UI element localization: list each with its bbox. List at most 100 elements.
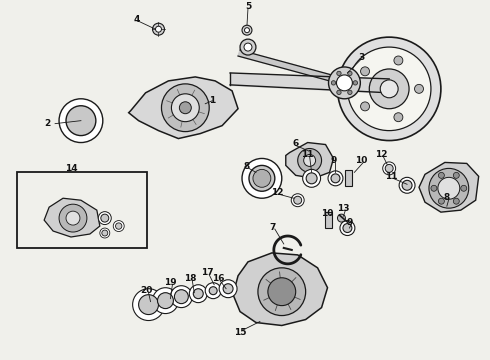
Circle shape [268,278,295,306]
Circle shape [340,221,355,235]
Circle shape [249,165,275,191]
Bar [324,212,332,228]
Circle shape [361,102,369,111]
Circle shape [152,288,178,314]
Circle shape [337,71,341,76]
Circle shape [461,185,467,191]
Text: 8: 8 [444,193,450,202]
Circle shape [179,102,191,114]
Polygon shape [233,253,327,325]
Text: 14: 14 [65,164,77,173]
Text: 17: 17 [201,268,214,277]
Circle shape [353,81,358,85]
Circle shape [347,47,431,131]
Text: 12: 12 [375,150,388,159]
Circle shape [338,214,345,222]
Text: 20: 20 [140,286,153,295]
Circle shape [171,286,192,307]
Text: 5: 5 [245,2,251,11]
Circle shape [66,106,96,136]
Circle shape [453,172,459,178]
Circle shape [223,284,233,294]
Text: 13: 13 [337,204,350,213]
Text: 10: 10 [355,156,368,165]
Circle shape [102,230,108,236]
Circle shape [331,174,340,183]
Circle shape [219,280,237,298]
Circle shape [399,177,415,193]
Text: 3: 3 [358,53,365,62]
Circle shape [139,295,158,315]
Circle shape [242,25,252,35]
Text: 7: 7 [270,222,276,231]
Text: 11: 11 [301,150,314,159]
Circle shape [394,113,403,122]
Text: 2: 2 [44,119,50,128]
Circle shape [291,194,304,207]
Circle shape [331,81,336,85]
Polygon shape [286,143,334,178]
Text: 9: 9 [346,217,353,226]
Polygon shape [129,77,238,139]
Circle shape [59,204,87,232]
Circle shape [209,287,217,295]
Text: 4: 4 [133,15,140,24]
Circle shape [429,168,469,208]
Text: 1: 1 [209,96,215,105]
Text: 19: 19 [164,278,177,287]
Circle shape [100,228,110,238]
Circle shape [162,84,209,132]
Text: 18: 18 [184,274,196,283]
Text: 8: 8 [244,162,250,171]
Text: 16: 16 [212,274,224,283]
Circle shape [304,154,316,166]
Circle shape [337,90,341,95]
Circle shape [294,196,302,204]
Circle shape [189,285,207,303]
Circle shape [348,90,352,95]
Polygon shape [44,198,100,237]
Circle shape [328,67,360,99]
Circle shape [303,170,320,187]
Circle shape [453,198,459,204]
Circle shape [385,165,393,172]
Circle shape [244,43,252,51]
Bar [345,170,352,186]
Circle shape [240,39,256,55]
Circle shape [155,26,162,32]
Circle shape [431,185,437,191]
Circle shape [415,84,423,93]
Text: 10: 10 [321,209,334,218]
Circle shape [253,170,271,187]
Circle shape [205,283,221,299]
Circle shape [439,172,444,178]
Circle shape [101,214,109,222]
Circle shape [242,158,282,198]
Circle shape [306,173,317,184]
Circle shape [172,94,199,122]
Circle shape [298,149,321,172]
Circle shape [113,221,124,231]
Circle shape [157,293,173,309]
Circle shape [343,224,352,233]
Circle shape [361,67,369,76]
Circle shape [245,28,249,33]
Circle shape [116,223,122,229]
Circle shape [439,198,444,204]
Polygon shape [238,50,332,81]
Circle shape [380,80,398,98]
Text: 6: 6 [293,139,299,148]
Circle shape [394,56,403,65]
Circle shape [59,99,103,143]
Circle shape [438,177,460,199]
Circle shape [98,212,111,225]
Circle shape [328,171,343,186]
Circle shape [338,37,441,140]
Polygon shape [419,162,479,212]
Circle shape [348,71,352,76]
Circle shape [133,289,165,320]
Circle shape [337,75,352,91]
Text: 12: 12 [270,188,283,197]
Circle shape [66,211,80,225]
Circle shape [193,289,203,299]
